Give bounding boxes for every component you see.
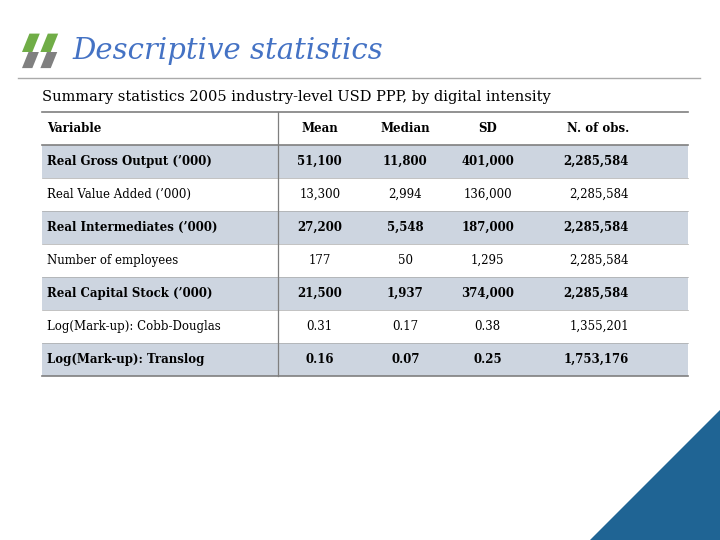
- Text: 2,994: 2,994: [389, 188, 422, 201]
- Text: 5,548: 5,548: [387, 221, 423, 234]
- Polygon shape: [40, 52, 58, 68]
- Text: 2,285,584: 2,285,584: [564, 287, 629, 300]
- Text: Variable: Variable: [47, 122, 102, 135]
- Bar: [42, 244, 688, 277]
- Text: Descriptive statistics: Descriptive statistics: [72, 37, 383, 65]
- Text: 401,000: 401,000: [462, 155, 514, 168]
- Text: 1,937: 1,937: [387, 287, 424, 300]
- Text: 1,753,176: 1,753,176: [564, 353, 629, 366]
- Text: 1,295: 1,295: [471, 254, 505, 267]
- Text: 177: 177: [309, 254, 331, 267]
- Text: 2,285,584: 2,285,584: [570, 188, 629, 201]
- Text: 13,300: 13,300: [300, 188, 341, 201]
- Text: 136,000: 136,000: [464, 188, 512, 201]
- Text: 2,285,584: 2,285,584: [564, 221, 629, 234]
- Text: 50: 50: [398, 254, 413, 267]
- Text: 11,800: 11,800: [383, 155, 428, 168]
- Text: SD: SD: [478, 122, 497, 135]
- Text: 0.31: 0.31: [307, 320, 333, 333]
- Text: Real Intermediates (’000): Real Intermediates (’000): [47, 221, 217, 234]
- Bar: [42, 112, 688, 145]
- Bar: [42, 211, 688, 244]
- Text: Log(Mark-up): Cobb-Douglas: Log(Mark-up): Cobb-Douglas: [47, 320, 221, 333]
- Polygon shape: [40, 33, 58, 52]
- Text: 1,355,201: 1,355,201: [570, 320, 629, 333]
- Bar: [42, 277, 688, 310]
- Text: Log(Mark-up): Translog: Log(Mark-up): Translog: [47, 353, 204, 366]
- Text: Summary statistics 2005 industry-level USD PPP, by digital intensity: Summary statistics 2005 industry-level U…: [42, 90, 551, 104]
- Text: Median: Median: [381, 122, 430, 135]
- Text: Real Capital Stock (’000): Real Capital Stock (’000): [47, 287, 212, 300]
- Text: Number of employees: Number of employees: [47, 254, 179, 267]
- Text: 2,285,584: 2,285,584: [570, 254, 629, 267]
- Bar: [42, 145, 688, 178]
- Bar: [42, 178, 688, 211]
- Text: 374,000: 374,000: [462, 287, 514, 300]
- Text: 0.25: 0.25: [474, 353, 502, 366]
- Polygon shape: [22, 33, 40, 52]
- Bar: [42, 343, 688, 376]
- Polygon shape: [22, 52, 39, 68]
- Text: Real Gross Output (’000): Real Gross Output (’000): [47, 155, 212, 168]
- Text: 0.38: 0.38: [474, 320, 501, 333]
- Text: 2,285,584: 2,285,584: [564, 155, 629, 168]
- Polygon shape: [590, 410, 720, 540]
- Text: 0.07: 0.07: [391, 353, 420, 366]
- Text: 21,500: 21,500: [297, 287, 342, 300]
- Text: 51,100: 51,100: [297, 155, 342, 168]
- Text: 187,000: 187,000: [462, 221, 514, 234]
- Bar: [42, 310, 688, 343]
- Text: 27,200: 27,200: [297, 221, 342, 234]
- Text: Real Value Added (’000): Real Value Added (’000): [47, 188, 191, 201]
- Text: N. of obs.: N. of obs.: [567, 122, 629, 135]
- Text: 0.17: 0.17: [392, 320, 418, 333]
- Text: 0.16: 0.16: [305, 353, 334, 366]
- Text: Mean: Mean: [302, 122, 338, 135]
